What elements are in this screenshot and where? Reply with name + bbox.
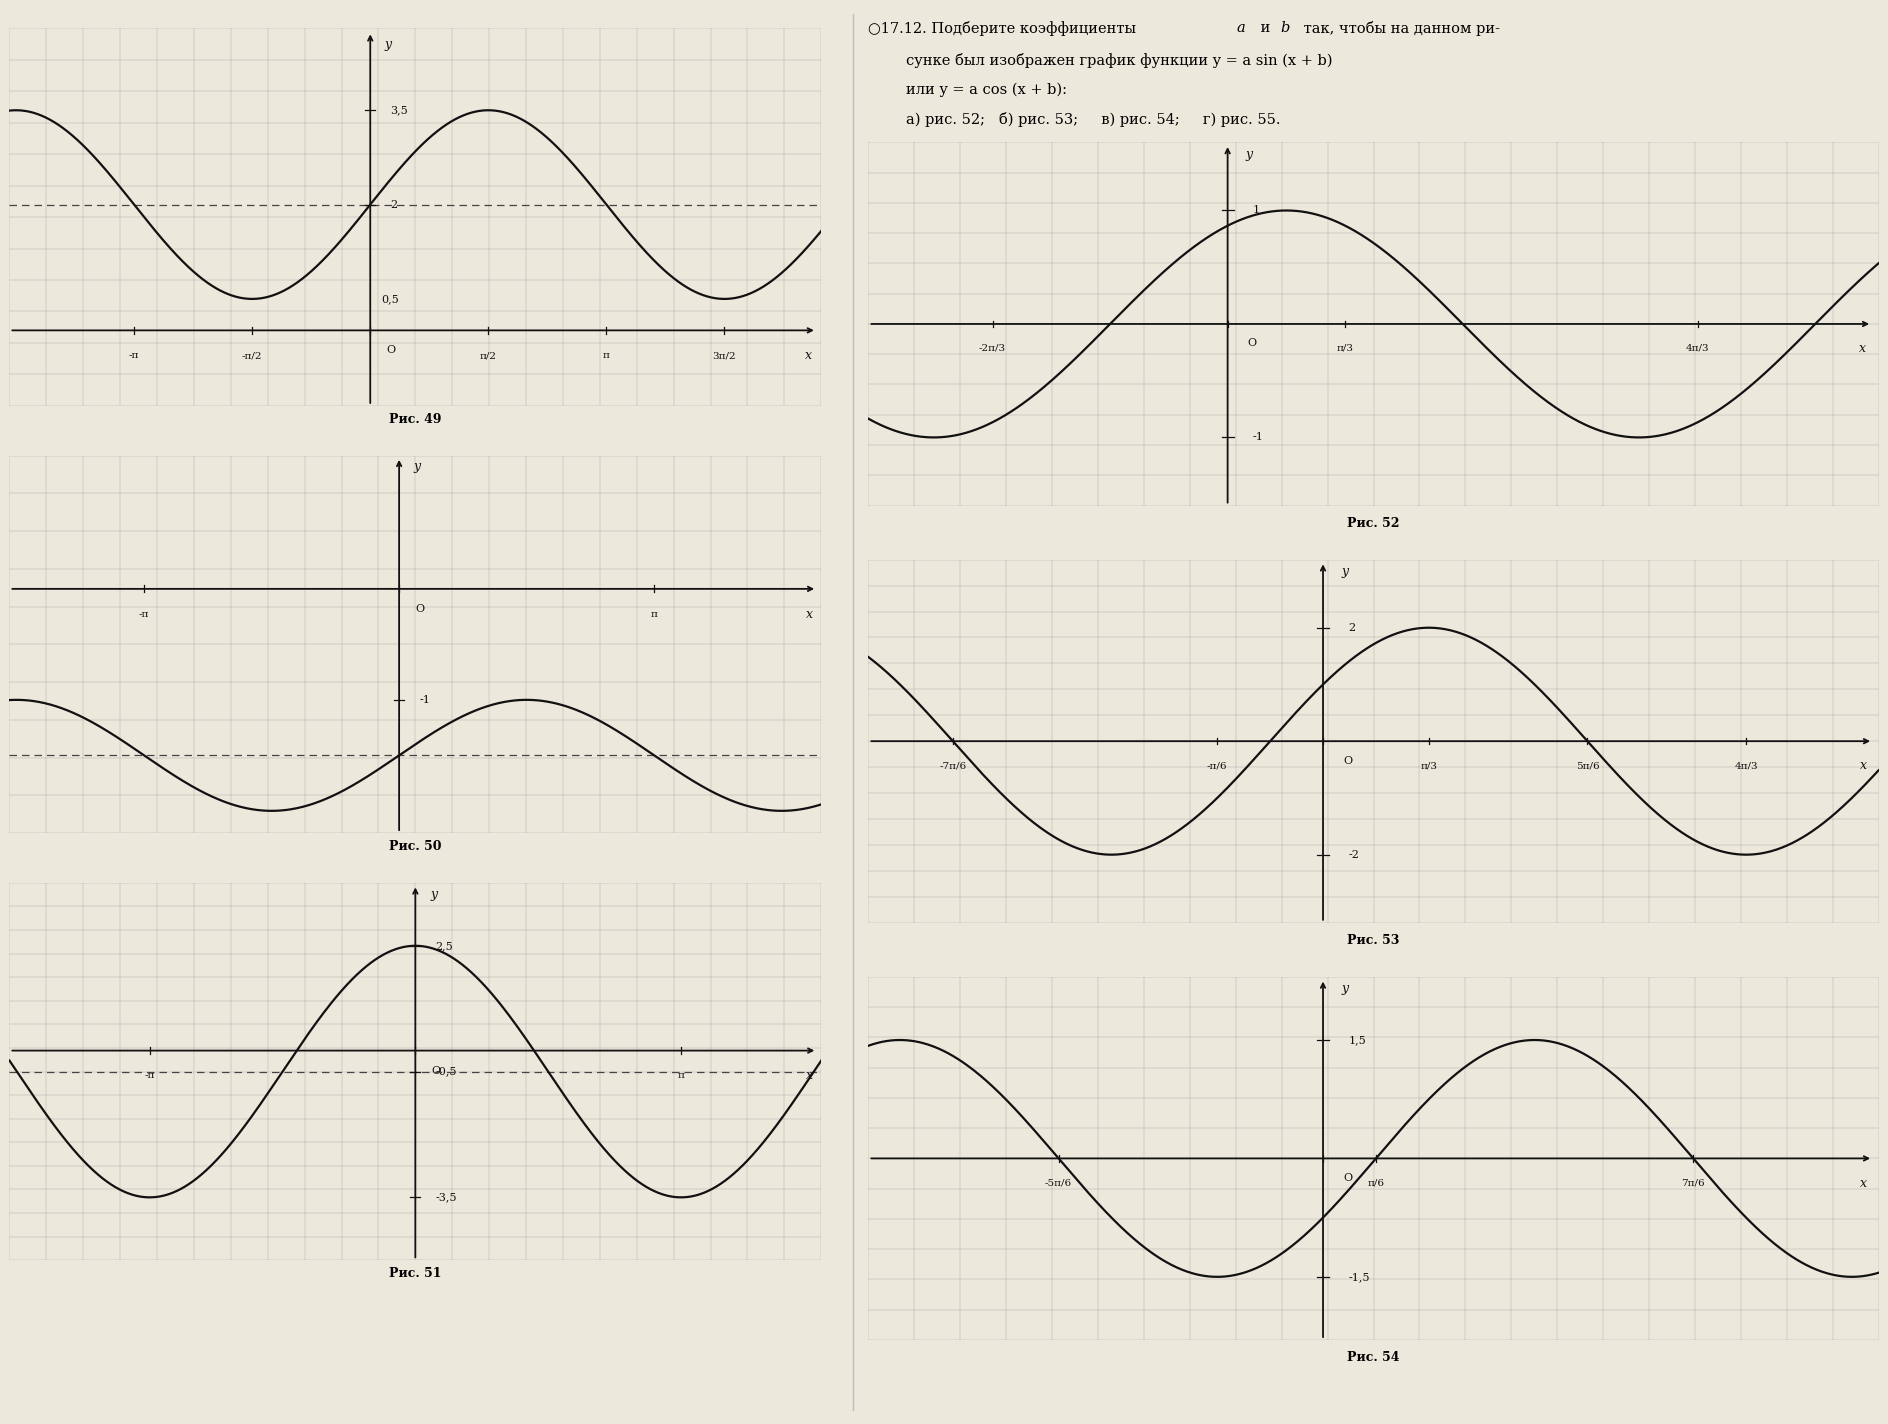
Text: -π/6: -π/6 (1206, 762, 1227, 770)
Text: -7π/6: -7π/6 (938, 762, 967, 770)
Text: π/6: π/6 (1367, 1179, 1384, 1188)
Text: 2: 2 (1348, 622, 1356, 632)
Text: ○17.12. Подберите коэффициенты: ○17.12. Подберите коэффициенты (868, 21, 1140, 37)
Text: и: и (1256, 21, 1274, 36)
Text: -2: -2 (1348, 850, 1359, 860)
Text: а) рис. 52;   б) рис. 53;     в) рис. 54;     г) рис. 55.: а) рис. 52; б) рис. 53; в) рис. 54; г) р… (906, 112, 1280, 128)
Text: 1,5: 1,5 (1348, 1035, 1367, 1045)
Text: x: x (1858, 342, 1865, 355)
Text: -1,5: -1,5 (1348, 1272, 1371, 1282)
Text: x: x (806, 349, 812, 362)
Text: a: a (1237, 21, 1246, 36)
Text: O: O (415, 604, 425, 614)
Text: y: y (1340, 565, 1348, 578)
Text: Рис. 54: Рис. 54 (1348, 1351, 1399, 1364)
Text: 2,5: 2,5 (436, 941, 453, 951)
Text: -0,5: -0,5 (436, 1067, 457, 1077)
Text: 3,5: 3,5 (391, 105, 408, 115)
Text: π/2: π/2 (480, 352, 497, 360)
Text: -π/2: -π/2 (242, 352, 262, 360)
Text: Рис. 51: Рис. 51 (389, 1267, 442, 1280)
Text: π: π (602, 352, 610, 360)
Text: -3,5: -3,5 (436, 1192, 457, 1202)
Text: 1: 1 (1254, 205, 1259, 215)
Text: -1: -1 (419, 695, 430, 705)
Text: -5π/6: -5π/6 (1046, 1179, 1072, 1188)
Text: 5π/6: 5π/6 (1576, 762, 1599, 770)
Text: 3π/2: 3π/2 (712, 352, 736, 360)
Text: -π: -π (145, 1071, 155, 1081)
Text: Рис. 49: Рис. 49 (389, 413, 442, 426)
Text: x: x (1860, 1176, 1867, 1189)
Text: π: π (651, 609, 657, 618)
Text: 0,5: 0,5 (381, 293, 398, 303)
Text: 4π/3: 4π/3 (1735, 762, 1758, 770)
Text: -π: -π (140, 609, 149, 618)
Text: 7π/6: 7π/6 (1682, 1179, 1705, 1188)
Text: x: x (1860, 759, 1867, 772)
Text: O: O (1342, 1173, 1352, 1183)
Text: b: b (1280, 21, 1290, 36)
Text: O: O (1248, 339, 1257, 349)
Text: y: y (1246, 148, 1254, 161)
Text: x: x (806, 1069, 814, 1082)
Text: y: y (430, 889, 438, 901)
Text: y: y (1340, 983, 1348, 995)
Text: y: y (413, 460, 421, 473)
Text: x: x (806, 608, 814, 621)
Text: -π: -π (128, 352, 140, 360)
Text: 2: 2 (391, 199, 398, 209)
Text: 4π/3: 4π/3 (1686, 345, 1709, 353)
Text: сунке был изображен график функции y = a sin (x + b): сунке был изображен график функции y = a… (906, 53, 1333, 68)
Text: y: y (385, 37, 393, 50)
Text: или y = a cos (x + b):: или y = a cos (x + b): (906, 83, 1067, 97)
Text: Рис. 53: Рис. 53 (1348, 934, 1399, 947)
Text: -2π/3: -2π/3 (980, 345, 1006, 353)
Text: так, чтобы на данном ри-: так, чтобы на данном ри- (1299, 21, 1499, 37)
Text: O: O (387, 346, 396, 356)
Text: Рис. 50: Рис. 50 (389, 840, 442, 853)
Text: π: π (678, 1071, 685, 1081)
Text: π/3: π/3 (1337, 345, 1354, 353)
Text: O: O (432, 1065, 440, 1075)
Text: O: O (1342, 756, 1352, 766)
Text: π/3: π/3 (1420, 762, 1437, 770)
Text: Рис. 52: Рис. 52 (1348, 517, 1399, 530)
Text: -1: -1 (1254, 433, 1263, 443)
